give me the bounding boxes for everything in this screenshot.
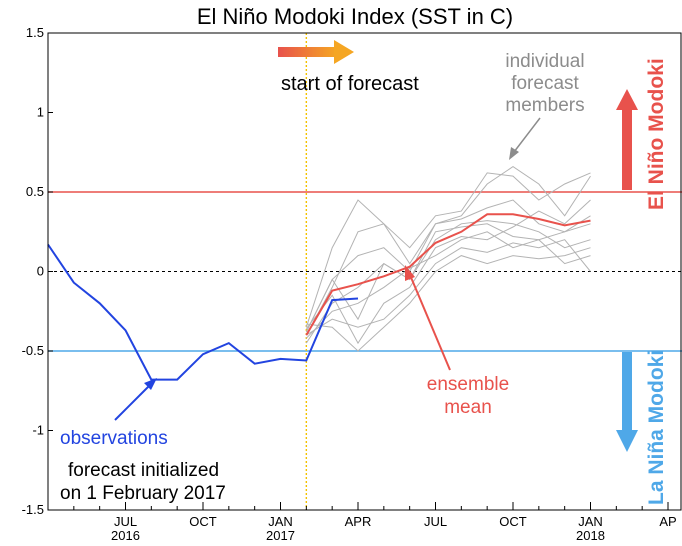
- la-nina-arrow-shaft: [622, 352, 632, 432]
- members-label-line-1: individual: [505, 51, 584, 72]
- ensemble-label-line-1: ensemble: [427, 374, 509, 395]
- x-tick-label-5: OCT: [499, 514, 527, 529]
- members-label-line-3: members: [505, 95, 584, 116]
- y-tick-label-1: 1: [37, 105, 44, 120]
- ensemble-pointer-line: [409, 274, 451, 371]
- plot-area: [48, 33, 682, 510]
- members-pointer-head: [509, 147, 519, 160]
- el-nino-arrow-head: [616, 89, 638, 110]
- start-of-forecast-label: start of forecast: [281, 73, 419, 95]
- forecast-arrow-shaft: [278, 47, 336, 57]
- la-nina-arrow-head: [616, 430, 638, 452]
- forecast-initialized-line-2: on 1 February 2017: [60, 483, 226, 504]
- x-tick-label-0: JUL: [114, 514, 137, 529]
- forecast-member-line-2: [305, 199, 591, 333]
- observations-annotation: observations: [60, 378, 168, 449]
- forecast-member-line-5: [306, 239, 591, 336]
- forecast-member-line-0: [305, 165, 591, 328]
- y-tick-label-4: -0.5: [22, 343, 44, 358]
- el-nino-arrow: [616, 89, 638, 190]
- forecast-member-line-1: [305, 172, 591, 336]
- forecast-member-line-7: [305, 199, 591, 345]
- ensemble-mean-series-line: [305, 213, 591, 336]
- x-tick-year-0: 2016: [111, 528, 140, 543]
- x-tick-label-6: JAN: [578, 514, 603, 529]
- ensemble-mean-annotation: ensemble mean: [405, 265, 509, 418]
- ensemble-label-line-2: mean: [444, 397, 492, 418]
- start-of-forecast-annotation: start of forecast: [278, 40, 419, 95]
- x-tick-label-1: OCT: [189, 514, 217, 529]
- observations-series-line: [47, 243, 359, 381]
- forecast-arrow-head: [334, 40, 354, 64]
- y-tick-label-3: 0: [37, 264, 44, 279]
- x-tick-year-6: 2018: [576, 528, 605, 543]
- ensemble-pointer-head: [405, 265, 415, 281]
- forecast-initialized-line-1: forecast initialized: [68, 460, 219, 481]
- y-tick-label-5: -1: [32, 423, 44, 438]
- observations-pointer-head: [144, 378, 157, 390]
- series-layer: [47, 213, 591, 381]
- forecast-member-line-8: [305, 223, 591, 333]
- x-tick-year-2: 2017: [266, 528, 295, 543]
- el-nino-arrow-shaft: [622, 108, 632, 190]
- observations-label: observations: [60, 428, 168, 449]
- y-tick-label-2: 0.5: [26, 184, 44, 199]
- la-nina-arrow: [616, 352, 638, 452]
- y-tick-label-0: 1.5: [26, 25, 44, 40]
- x-tick-label-4: JUL: [424, 514, 447, 529]
- chart-title: El Niño Modoki Index (SST in C): [197, 4, 513, 29]
- la-nina-modoki-label: La Niña Modoki: [645, 350, 668, 505]
- forecast-member-line-4: [305, 231, 591, 339]
- members-label-line-2: forecast: [511, 73, 579, 94]
- forecast-member-line-6: [306, 247, 591, 352]
- forecast-members: [305, 165, 591, 352]
- members-pointer-line: [513, 117, 541, 153]
- observations-pointer-line: [114, 384, 151, 421]
- x-tick-label-3: APR: [345, 514, 372, 529]
- x-tick-label-2: JAN: [268, 514, 293, 529]
- x-tick-label-7: AP: [659, 514, 676, 529]
- el-nino-modoki-label: El Niño Modoki: [645, 58, 668, 210]
- y-tick-label-6: -1.5: [22, 502, 44, 517]
- individual-members-annotation: individual forecast members: [505, 51, 585, 160]
- forecast-member-line-3: [305, 220, 591, 344]
